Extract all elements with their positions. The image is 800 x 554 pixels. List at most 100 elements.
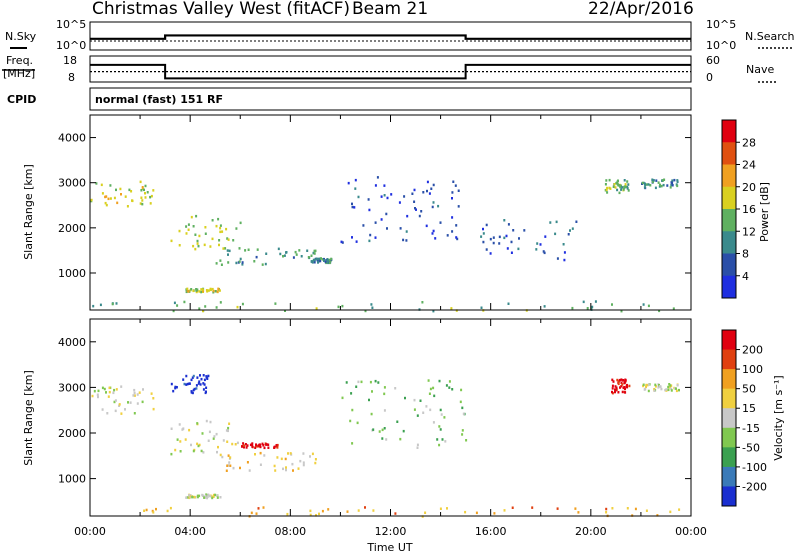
data-cell <box>138 391 141 394</box>
colorbar-swatch <box>722 447 736 468</box>
data-cell <box>646 383 649 387</box>
data-cell <box>101 192 104 195</box>
data-cell <box>255 443 257 446</box>
data-cell <box>416 443 419 447</box>
data-cell <box>439 408 442 412</box>
nave-right-tick-low: 0 <box>706 71 713 84</box>
data-cell <box>105 391 107 394</box>
data-cell <box>107 395 110 398</box>
data-cell <box>605 188 608 191</box>
data-cell <box>362 224 365 227</box>
data-cell <box>219 230 222 234</box>
data-cell <box>202 494 204 497</box>
frequency-panel: Freq. [MHz] 18 8 60 0 Nave <box>2 54 776 84</box>
data-cell <box>285 468 287 472</box>
data-cell <box>176 438 179 441</box>
data-cell <box>244 443 247 446</box>
data-cell <box>429 387 432 391</box>
data-cell <box>185 232 188 235</box>
data-cell <box>227 253 229 256</box>
data-cell <box>116 201 119 205</box>
colorbar-tick-label: -50 <box>742 441 760 454</box>
data-cell <box>209 287 212 291</box>
data-cell <box>663 178 666 181</box>
data-cell <box>323 259 325 262</box>
data-cell <box>176 304 179 307</box>
data-cell <box>108 390 111 394</box>
data-cell <box>434 237 437 240</box>
data-cell <box>226 464 229 467</box>
data-cell <box>228 461 231 464</box>
data-cell <box>133 391 136 395</box>
data-cell <box>228 422 231 425</box>
data-cell <box>556 257 559 260</box>
data-cell <box>205 390 207 393</box>
data-cell <box>287 452 289 455</box>
data-cell <box>626 180 629 183</box>
data-cell <box>436 438 439 441</box>
data-cell <box>461 429 464 432</box>
data-cell <box>327 508 330 511</box>
data-cell <box>489 252 492 255</box>
power-colorbar-label: Power [dB] <box>758 182 771 242</box>
scatter-region-7 <box>604 178 630 195</box>
data-cell <box>198 443 201 447</box>
data-cell <box>191 495 194 499</box>
data-cell <box>619 386 621 389</box>
data-cell <box>571 306 574 310</box>
data-cell <box>274 469 277 472</box>
data-cell <box>628 384 631 388</box>
data-cell <box>371 306 374 309</box>
data-cell <box>183 382 186 386</box>
data-cell <box>644 182 646 185</box>
data-cell <box>283 254 286 257</box>
data-cell <box>145 508 148 512</box>
data-cell <box>295 253 298 256</box>
data-cell <box>129 401 132 404</box>
data-cell <box>227 238 230 241</box>
data-cell <box>399 437 402 441</box>
y-tick-label: 1000 <box>58 267 86 280</box>
scatter-region-3 <box>185 287 221 294</box>
colorbar-swatch <box>722 275 736 299</box>
colorbar-tick-label: 16 <box>742 203 756 216</box>
data-cell <box>248 469 251 472</box>
data-cell <box>328 261 331 265</box>
data-cell <box>185 225 188 228</box>
data-cell <box>99 303 102 307</box>
data-cell <box>482 227 484 231</box>
data-cell <box>676 180 679 183</box>
data-cell <box>451 191 454 194</box>
data-cell <box>626 185 629 189</box>
data-cell <box>294 250 297 254</box>
data-cell <box>300 255 303 258</box>
data-cell <box>617 382 620 386</box>
data-cell <box>652 179 655 182</box>
data-cell <box>676 184 679 188</box>
data-cell <box>605 511 608 514</box>
data-cell <box>542 250 545 253</box>
data-cell <box>152 511 155 514</box>
data-cell <box>432 421 435 424</box>
data-cell <box>200 377 203 381</box>
data-cell <box>662 179 664 182</box>
data-cell <box>369 380 372 384</box>
data-cell <box>498 235 501 239</box>
data-cell <box>192 289 195 293</box>
data-cell <box>166 509 169 513</box>
data-cell <box>617 179 619 182</box>
data-cell <box>292 256 295 259</box>
data-cell <box>150 194 153 198</box>
velocity-plot-bg <box>90 319 691 516</box>
data-cell <box>624 185 627 189</box>
colorbar-swatch <box>722 427 736 448</box>
data-cell <box>113 400 116 404</box>
data-cell <box>232 239 235 242</box>
power-colorbar: 28 24 20 16 12 8 4 <box>721 119 756 299</box>
data-cell <box>455 309 458 312</box>
data-cell <box>241 445 243 448</box>
colorbar-tick-label: 20 <box>742 181 756 194</box>
data-cell <box>493 512 496 515</box>
nave-right-tick-high: 60 <box>706 54 720 67</box>
data-cell <box>255 255 258 259</box>
